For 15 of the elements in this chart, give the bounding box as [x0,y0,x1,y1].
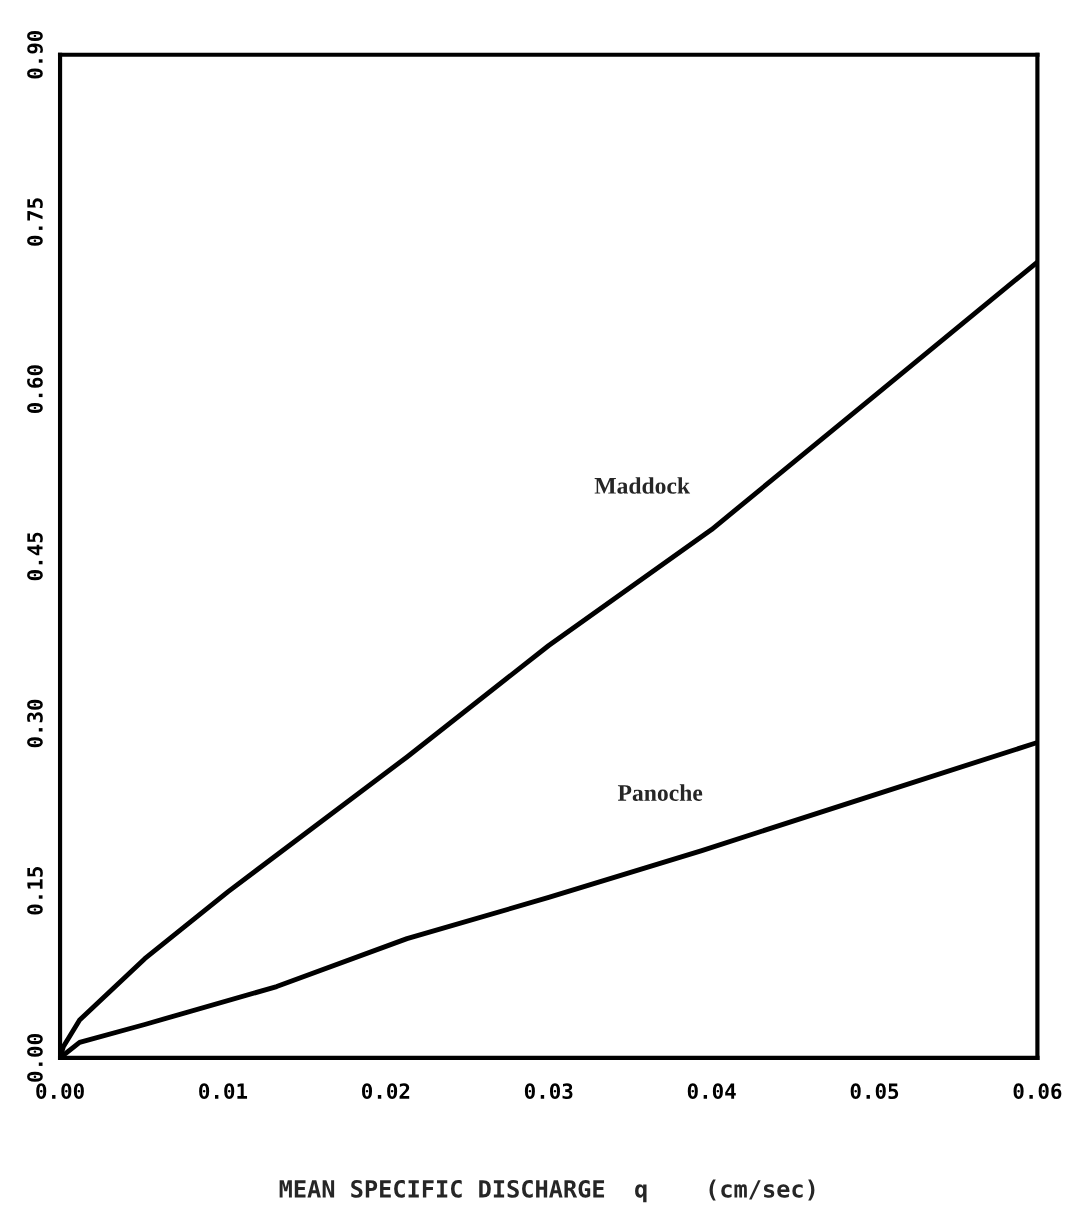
x-axis-title: MEAN SPECIFIC DISCHARGE q (cm/sec) [279,1179,815,1203]
x-tick-label: 0.05 [850,1083,899,1100]
x-tick-label: 0.03 [524,1083,573,1100]
y-tick-label: 0.15 [27,867,43,915]
x-tick-label: 0.06 [1013,1083,1062,1100]
x-tick-label: 0.01 [199,1083,248,1100]
series-label: Panoche [617,784,703,801]
y-tick-label: 0.30 [27,699,43,748]
y-tick-label: 0.90 [27,30,43,79]
x-tick-label: 0.02 [362,1083,410,1100]
y-tick-label: 0.75 [27,198,43,246]
x-tick-label: 0.04 [687,1083,736,1100]
y-tick-label: 0.45 [27,532,43,581]
y-tick-label: 0.60 [27,365,43,413]
series-label: Maddock [594,477,691,494]
